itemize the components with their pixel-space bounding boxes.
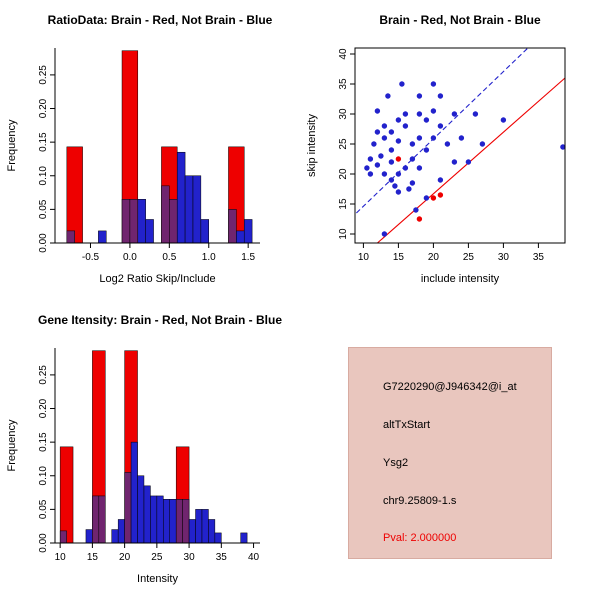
svg-text:15: 15	[393, 252, 405, 263]
ratio-histogram-title: RatioData: Brain - Red, Not Brain - Blue	[47, 13, 273, 27]
svg-text:Intensity: Intensity	[137, 573, 178, 585]
svg-text:40: 40	[338, 48, 349, 60]
svg-text:0.15: 0.15	[38, 432, 49, 452]
svg-text:0.20: 0.20	[38, 98, 49, 118]
svg-text:25: 25	[151, 552, 163, 563]
event-type-text: altTxStart	[383, 419, 431, 431]
svg-text:Log2 Ratio Skip/Include: Log2 Ratio Skip/Include	[99, 273, 215, 285]
svg-text:1.0: 1.0	[202, 252, 216, 263]
svg-text:40: 40	[248, 552, 260, 563]
svg-text:20: 20	[119, 552, 131, 563]
svg-text:0.10: 0.10	[38, 466, 49, 486]
svg-text:0.05: 0.05	[38, 199, 49, 219]
gene-info-box: G7220290@J946342@i_at altTxStart Ysg2 ch…	[348, 347, 552, 559]
svg-text:20: 20	[338, 168, 349, 180]
svg-text:35: 35	[216, 552, 228, 563]
intensity-scatter-title: Brain - Red, Not Brain - Blue	[379, 13, 541, 27]
svg-text:30: 30	[184, 552, 196, 563]
panel-gene-intensity-histogram: Gene Itensity: Brain - Red, Not Brain - …	[0, 300, 300, 600]
svg-text:0.25: 0.25	[38, 365, 49, 385]
svg-text:1.5: 1.5	[241, 252, 255, 263]
probe-id-text: G7220290@J946342@i_at	[383, 381, 517, 393]
svg-text:Frequency: Frequency	[6, 419, 18, 471]
svg-text:10: 10	[55, 552, 67, 563]
ratio-histogram-plot: -0.5 0.0 0.5 1.0 1.5 0.00 0.05 0.10 0.15 0.20 0.25…	[6, 48, 260, 285]
svg-text:35: 35	[533, 252, 545, 263]
svg-text:0.10: 0.10	[38, 166, 49, 186]
panel-ratio-histogram: RatioData: Brain - Red, Not Brain - Blue…	[0, 0, 300, 300]
intensity-scatter-plot: 10 15 20 25 30 35 10 15 20 25 30 35 40 include intens…	[306, 47, 566, 285]
svg-text:0.0: 0.0	[123, 252, 137, 263]
svg-text:25: 25	[463, 252, 475, 263]
chromosome-location-text: chr9.25809-1.s	[383, 495, 457, 507]
gene-symbol-text: Ysg2	[383, 457, 409, 469]
gene-intensity-histogram-plot: 10 15 20 25 30 35 40 0.00 0.05 0.10 0.15 0.20 0.25 In…	[6, 348, 260, 585]
svg-text:15: 15	[87, 552, 99, 563]
svg-text:include intensity: include intensity	[421, 273, 500, 285]
svg-text:10: 10	[338, 228, 349, 240]
panel-intensity-scatter: Brain - Red, Not Brain - Blue 10 15 20 25 30…	[300, 0, 600, 300]
svg-text:0.00: 0.00	[38, 233, 49, 253]
svg-text:20: 20	[428, 252, 440, 263]
gene-intensity-histogram-title: Gene Itensity: Brain - Red, Not Brain - …	[37, 313, 283, 327]
svg-text:0.25: 0.25	[38, 65, 49, 85]
svg-text:0.05: 0.05	[38, 499, 49, 519]
svg-text:-0.5: -0.5	[82, 252, 100, 263]
svg-text:25: 25	[338, 138, 349, 150]
pval-text: Pval: 2.000000	[383, 532, 457, 544]
panel-gene-info: G7220290@J946342@i_at altTxStart Ysg2 ch…	[300, 300, 600, 600]
svg-text:15: 15	[338, 198, 349, 210]
svg-text:10: 10	[358, 252, 370, 263]
svg-text:0.5: 0.5	[162, 252, 176, 263]
svg-text:skip intensity: skip intensity	[306, 114, 318, 177]
svg-text:30: 30	[498, 252, 510, 263]
svg-text:Frequency: Frequency	[6, 119, 18, 171]
svg-text:0.15: 0.15	[38, 132, 49, 152]
svg-text:0.20: 0.20	[38, 398, 49, 418]
svg-text:35: 35	[338, 78, 349, 90]
svg-text:30: 30	[338, 108, 349, 120]
svg-text:0.00: 0.00	[38, 533, 49, 553]
